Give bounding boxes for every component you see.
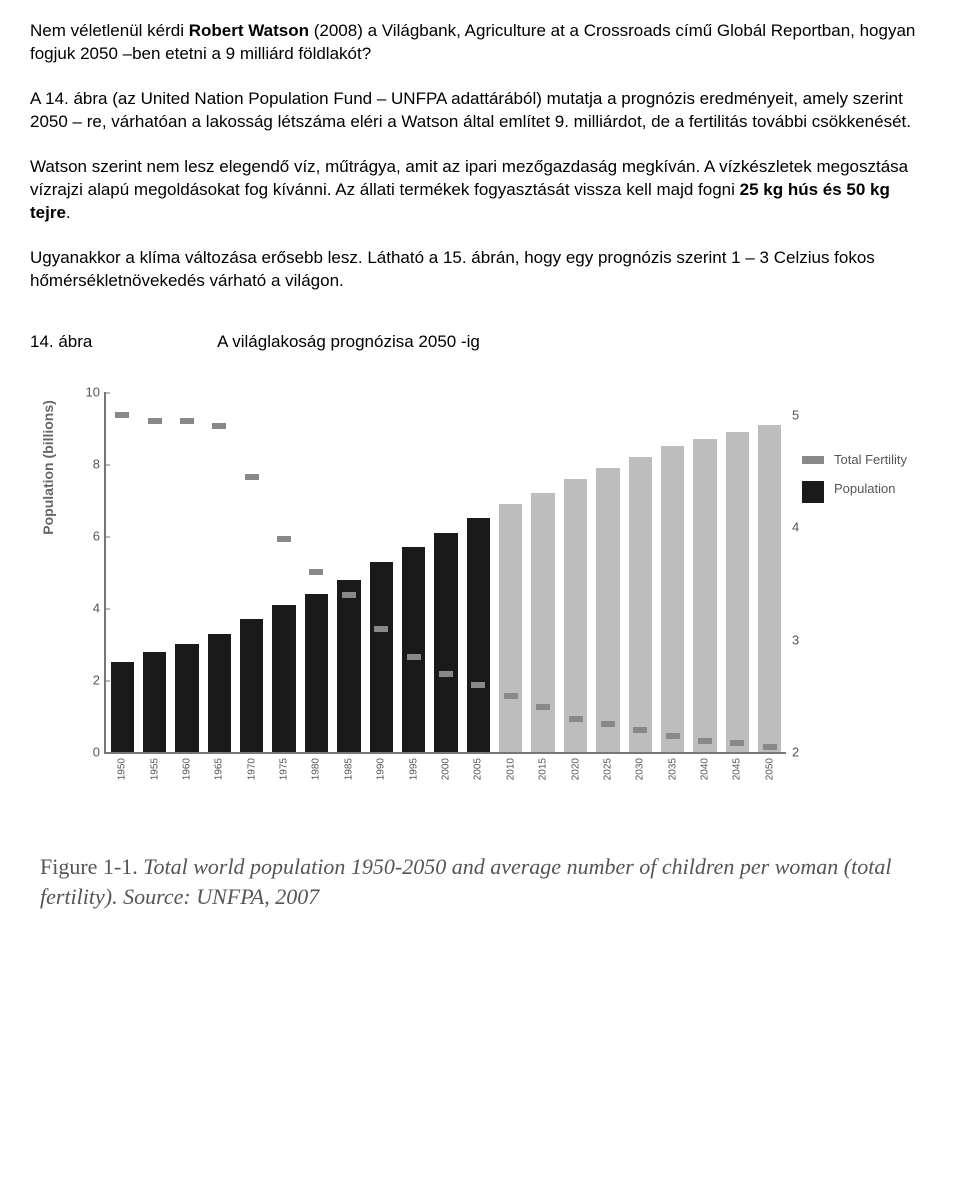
y-tick-left: 8 bbox=[76, 457, 100, 472]
figure-text: Total world population 1950-2050 and ave… bbox=[40, 854, 891, 909]
bar bbox=[370, 562, 393, 753]
y-tick-right: 4 bbox=[792, 520, 816, 535]
text: . bbox=[66, 203, 71, 222]
bar bbox=[337, 580, 360, 753]
x-tick: 1970 bbox=[246, 758, 257, 780]
text: Nem véletlenül kérdi bbox=[30, 21, 189, 40]
y-tick-left: 10 bbox=[76, 385, 100, 400]
fertility-marker bbox=[180, 418, 194, 424]
x-tick: 2040 bbox=[700, 758, 711, 780]
caption-label: 14. ábra bbox=[30, 332, 92, 352]
legend-label: Population bbox=[834, 481, 895, 496]
caption-text: A világlakoság prognózisa 2050 -ig bbox=[217, 332, 480, 352]
x-tick: 2010 bbox=[505, 758, 516, 780]
y-tick-right: 5 bbox=[792, 407, 816, 422]
x-tick: 2045 bbox=[732, 758, 743, 780]
fertility-marker bbox=[245, 474, 259, 480]
y-tick-right: 3 bbox=[792, 632, 816, 647]
fertility-marker bbox=[569, 716, 583, 722]
paragraph-3: Watson szerint nem lesz elegendő víz, mű… bbox=[30, 156, 930, 225]
x-tick: 1975 bbox=[279, 758, 290, 780]
fertility-marker bbox=[633, 727, 647, 733]
bar bbox=[564, 479, 587, 753]
bar bbox=[305, 594, 328, 752]
x-tick: 2050 bbox=[764, 758, 775, 780]
fertility-marker bbox=[439, 671, 453, 677]
bar bbox=[629, 457, 652, 752]
x-tick: 2035 bbox=[667, 758, 678, 780]
legend-swatch-fertility-icon bbox=[802, 456, 824, 464]
y-tick-left: 6 bbox=[76, 529, 100, 544]
fertility-marker bbox=[407, 654, 421, 660]
x-tick: 2030 bbox=[635, 758, 646, 780]
bar bbox=[402, 547, 425, 752]
x-tick: 2025 bbox=[602, 758, 613, 780]
bar bbox=[499, 504, 522, 752]
paragraph-2: A 14. ábra (az United Nation Population … bbox=[30, 88, 930, 134]
figure-source-caption: Figure 1-1. Total world population 1950-… bbox=[40, 852, 920, 911]
bar bbox=[175, 644, 198, 752]
y-tick-left: 0 bbox=[76, 745, 100, 760]
fertility-marker bbox=[536, 704, 550, 710]
paragraph-4: Ugyanakkor a klíma változása erősebb les… bbox=[30, 247, 930, 293]
fertility-marker bbox=[342, 592, 356, 598]
y-tick-left: 4 bbox=[76, 601, 100, 616]
bar bbox=[434, 533, 457, 753]
fertility-marker bbox=[504, 693, 518, 699]
text-bold: Robert Watson bbox=[189, 21, 309, 40]
y-axis-label-left: Population (billions) bbox=[40, 401, 56, 536]
legend-population: Population bbox=[802, 481, 907, 503]
bar bbox=[758, 425, 781, 753]
x-tick: 1965 bbox=[214, 758, 225, 780]
figure-local-caption: 14. ábra A világlakoság prognózisa 2050 … bbox=[30, 332, 930, 352]
x-tick: 1995 bbox=[408, 758, 419, 780]
bar bbox=[240, 619, 263, 752]
bar bbox=[693, 439, 716, 752]
fertility-marker bbox=[666, 733, 680, 739]
fertility-marker bbox=[309, 569, 323, 575]
population-chart: Population (billions) 024681023451950195… bbox=[50, 382, 930, 822]
legend-fertility: Total Fertility bbox=[802, 452, 907, 467]
x-tick: 1980 bbox=[311, 758, 322, 780]
bar bbox=[272, 605, 295, 753]
plot-area: 0246810234519501955196019651970197519801… bbox=[104, 392, 786, 754]
bars-layer bbox=[106, 392, 786, 752]
figure-label: Figure 1-1. bbox=[40, 854, 138, 879]
legend-label: Total Fertility bbox=[834, 452, 907, 467]
bar bbox=[726, 432, 749, 752]
legend: Total Fertility Population bbox=[802, 452, 907, 517]
fertility-marker bbox=[374, 626, 388, 632]
x-tick: 1960 bbox=[181, 758, 192, 780]
x-tick: 2005 bbox=[473, 758, 484, 780]
x-tick: 1950 bbox=[117, 758, 128, 780]
bar bbox=[661, 446, 684, 752]
fertility-marker bbox=[471, 682, 485, 688]
bar bbox=[467, 518, 490, 752]
fertility-marker bbox=[115, 412, 129, 418]
x-tick: 2000 bbox=[441, 758, 452, 780]
bar bbox=[208, 634, 231, 753]
fertility-marker bbox=[212, 423, 226, 429]
y-tick-right: 2 bbox=[792, 745, 816, 760]
bar bbox=[596, 468, 619, 752]
bar bbox=[111, 662, 134, 752]
fertility-marker bbox=[148, 418, 162, 424]
legend-swatch-population-icon bbox=[802, 481, 824, 503]
bar bbox=[143, 652, 166, 753]
y-tick-left: 2 bbox=[76, 673, 100, 688]
fertility-marker bbox=[763, 744, 777, 750]
fertility-marker bbox=[730, 740, 744, 746]
paragraph-1: Nem véletlenül kérdi Robert Watson (2008… bbox=[30, 20, 930, 66]
fertility-marker bbox=[601, 721, 615, 727]
bar bbox=[531, 493, 554, 752]
x-tick: 1955 bbox=[149, 758, 160, 780]
x-tick: 2020 bbox=[570, 758, 581, 780]
x-tick: 1990 bbox=[376, 758, 387, 780]
fertility-marker bbox=[698, 738, 712, 744]
fertility-marker bbox=[277, 536, 291, 542]
x-tick: 1985 bbox=[343, 758, 354, 780]
x-tick: 2015 bbox=[538, 758, 549, 780]
